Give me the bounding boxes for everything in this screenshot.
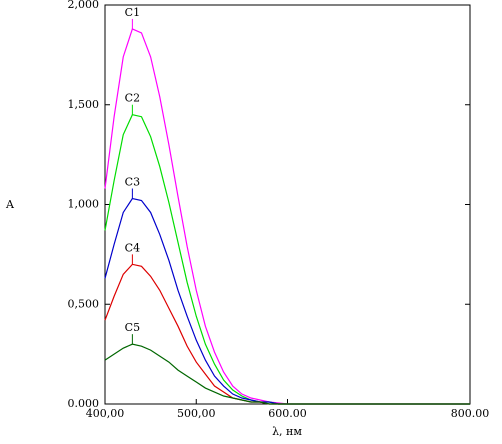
series-label: C5 <box>125 321 140 334</box>
x-axis-label: λ, нм <box>272 425 302 438</box>
series-label: C3 <box>125 176 140 189</box>
y-axis-label: A <box>5 198 15 211</box>
y-tick-label: 0,500 <box>68 297 100 310</box>
series-label: C2 <box>125 92 140 105</box>
x-tick-label: 500,00 <box>177 407 216 420</box>
x-tick-label: 800.00 <box>451 407 490 420</box>
y-tick-label: 1,500 <box>68 98 100 111</box>
x-tick-label: 600.00 <box>268 407 307 420</box>
y-tick-label: 0.000 <box>68 397 100 410</box>
spectrum-line <box>104 197 470 405</box>
spectrum-line <box>104 263 470 405</box>
spectrum-line <box>104 28 470 405</box>
y-tick-label: 2,000 <box>68 0 100 11</box>
series-label: C1 <box>125 6 140 19</box>
spectrum-line <box>104 114 470 405</box>
series-label: C4 <box>125 241 140 254</box>
x-tick-label: 400,00 <box>86 407 125 420</box>
plot-frame <box>104 4 471 405</box>
spectrum-line <box>104 343 470 405</box>
y-tick-label: 1,000 <box>68 198 100 211</box>
